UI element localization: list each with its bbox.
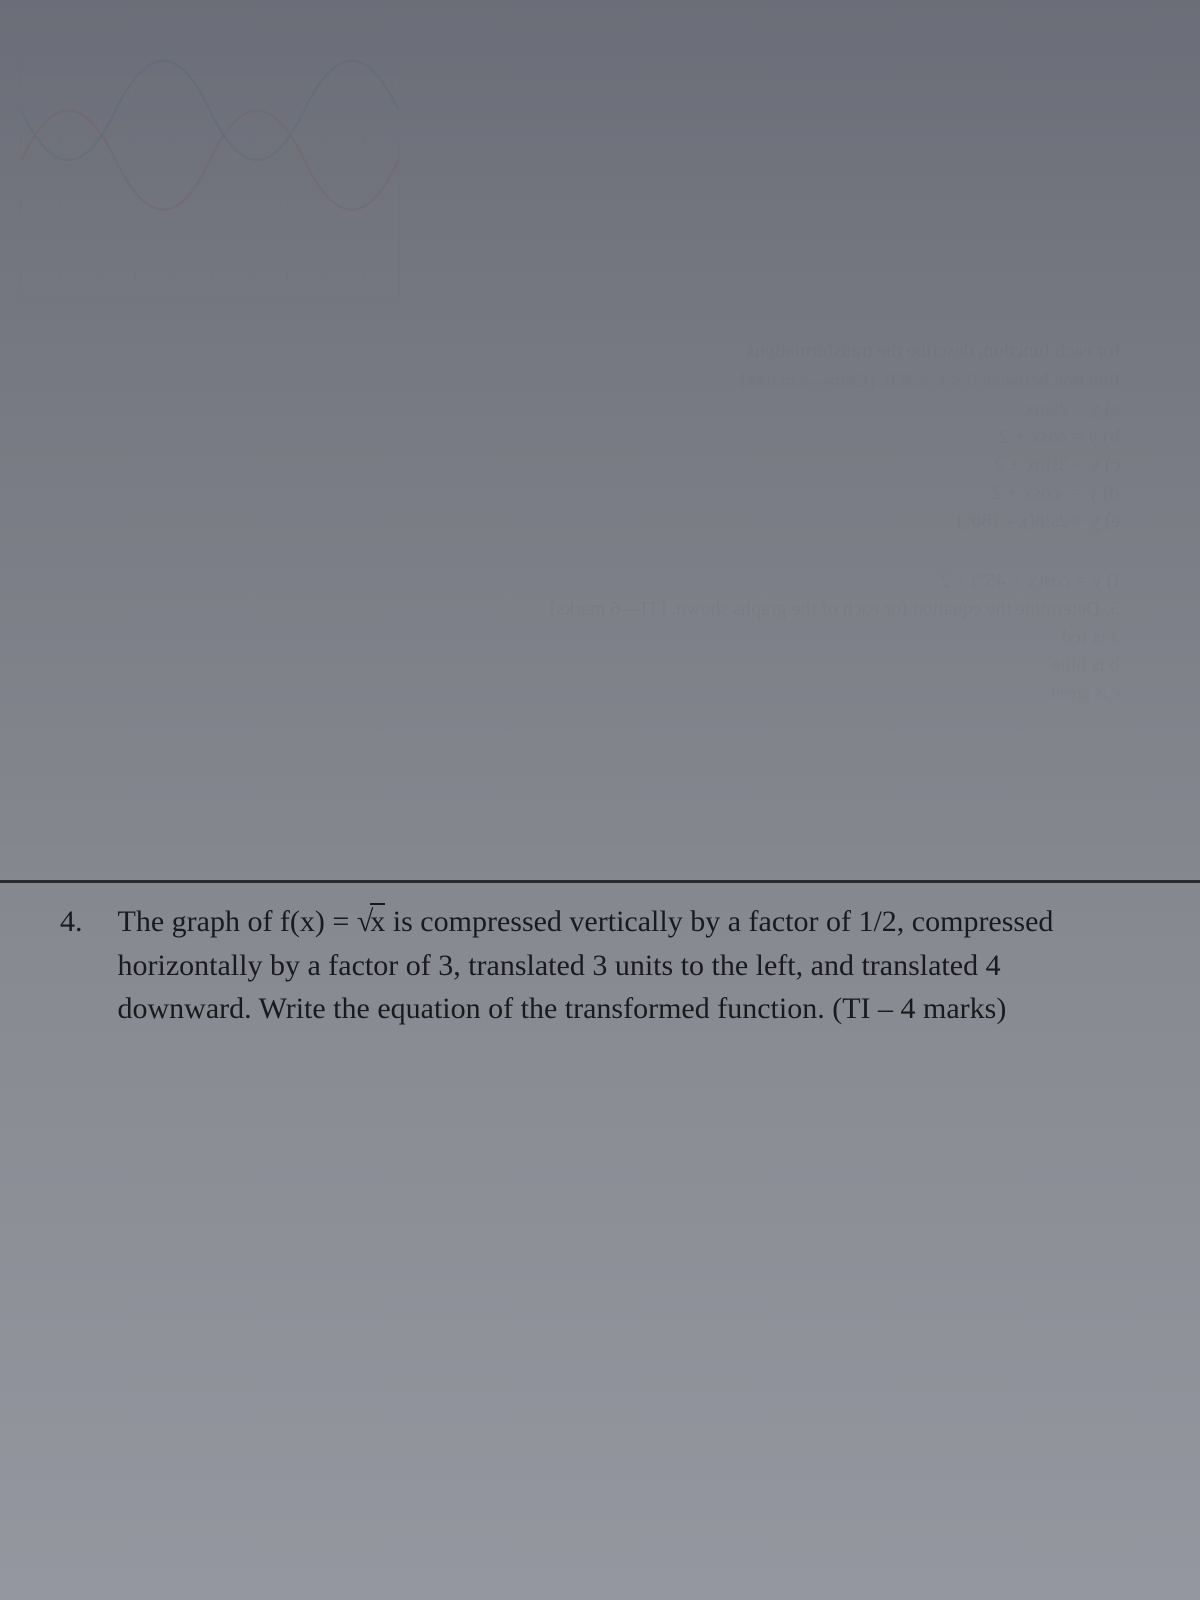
reversed-line-7: e) y = 2sin(x - 180°)	[957, 510, 1120, 533]
reversed-line-10: a is red	[1062, 626, 1120, 649]
sqrt-expression: √x	[357, 900, 385, 944]
faded-graph	[20, 20, 400, 300]
reversed-line-8: f) y = cos(x + 45°) + 2	[940, 570, 1120, 593]
question-4: 4. The graph of f(x) = √x is compressed …	[60, 900, 1140, 1031]
graph-curves	[21, 21, 399, 299]
question-body: The graph of f(x) = √x is compressed ver…	[118, 900, 1138, 1031]
reversed-line-6: d) y = -cosx + 2	[992, 482, 1120, 505]
answer-blank-area	[0, 1080, 1200, 1600]
question-text-prefix: The graph of f(x) =	[118, 905, 357, 938]
horizontal-divider	[0, 880, 1200, 883]
faded-bleedthrough-content: for each function, describe the transfor…	[0, 0, 1200, 880]
question-number: 4.	[60, 900, 110, 944]
sqrt-radicand: x	[370, 903, 385, 938]
reversed-line-5: c) y = 3sinx + 2	[994, 454, 1120, 477]
reversed-line-3: a) y = 2sinx	[1025, 398, 1120, 421]
graph-grid	[20, 20, 400, 300]
reversed-line-9: 5. Determine the equation for each of th…	[550, 598, 1120, 621]
reversed-line-1: for each function, describe the transfor…	[747, 340, 1120, 363]
reversed-line-4: b) y = cosx + 2	[999, 426, 1120, 449]
reversed-line-11: b is blue	[1052, 654, 1120, 677]
reversed-line-12: c is green	[1051, 682, 1120, 703]
reversed-line-2: function between 0 ≤ x ≤ 360. [Com—e mar…	[740, 370, 1120, 393]
